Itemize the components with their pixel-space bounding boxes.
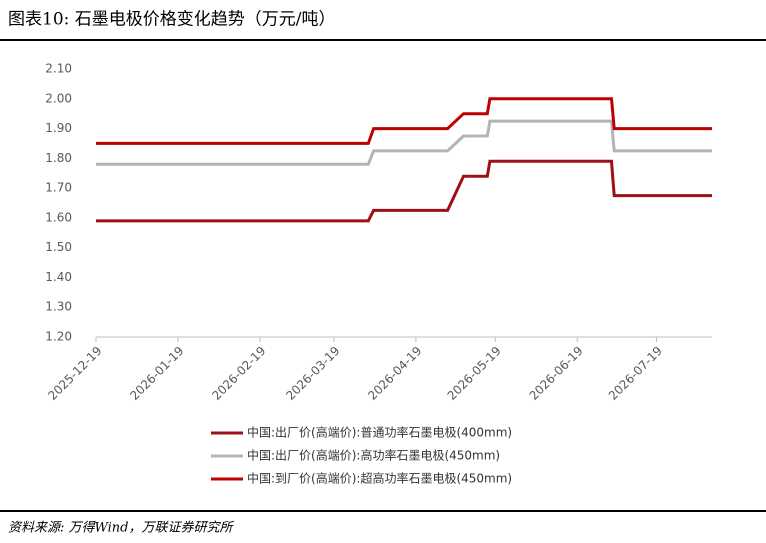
x-tick-label: 2026-05-19 xyxy=(445,344,504,403)
x-tick-label: 2026-04-19 xyxy=(365,344,424,403)
y-tick-label: 1.30 xyxy=(45,300,72,314)
legend-label: 中国:到厂价(高端价):超高功率石墨电极(450mm) xyxy=(247,471,512,486)
y-tick-label: 1.50 xyxy=(45,240,72,254)
y-tick-label: 1.40 xyxy=(45,270,72,284)
x-tick-label: 2026-06-19 xyxy=(527,344,586,403)
legend-label: 中国:出厂价(高端价):高功率石墨电极(450mm) xyxy=(247,448,500,463)
y-tick-label: 1.90 xyxy=(45,121,72,135)
x-tick-label: 2026-07-19 xyxy=(606,344,665,403)
series-line xyxy=(96,119,712,166)
source: 资料来源: 万得Wind，万联证券研究所 xyxy=(8,520,234,536)
chart-title: 图表10: 石墨电极价格变化趋势（万元/吨） xyxy=(8,10,336,30)
legend-label: 中国:出厂价(高端价):普通功率石墨电极(400mm) xyxy=(247,425,512,440)
y-tick-label: 2.10 xyxy=(45,62,72,76)
y-tick-label: 1.60 xyxy=(45,210,72,224)
series-line xyxy=(96,97,712,145)
y-tick-label: 1.80 xyxy=(45,151,72,165)
series-line xyxy=(96,159,712,223)
y-tick-label: 1.20 xyxy=(45,330,72,344)
y-tick-label: 2.00 xyxy=(45,91,72,105)
x-tick-label: 2025-12-19 xyxy=(45,344,104,403)
x-tick-label: 2026-02-19 xyxy=(209,344,268,403)
y-tick-label: 1.70 xyxy=(45,181,72,195)
x-tick-label: 2026-03-19 xyxy=(283,344,342,403)
x-tick-label: 2026-01-19 xyxy=(127,344,186,403)
